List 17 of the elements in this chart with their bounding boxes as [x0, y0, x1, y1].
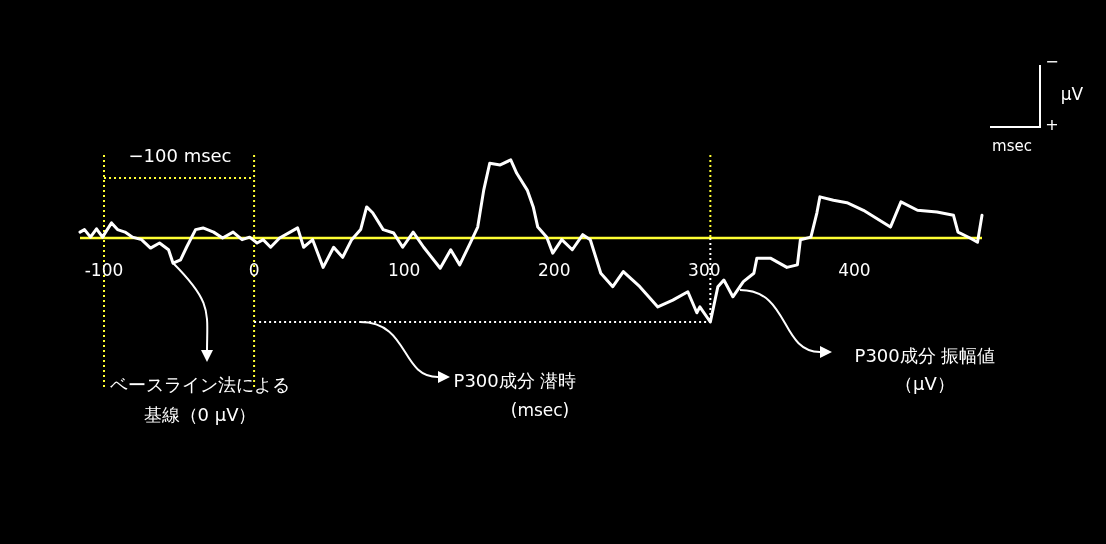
annotation: −100 msec [128, 145, 232, 166]
text: （μV） [895, 373, 955, 394]
text: + [1045, 115, 1059, 134]
text: μV [1060, 84, 1084, 104]
x-tick-label: 400 [838, 260, 871, 280]
text: 基線（0 μV） [143, 404, 257, 425]
text: − [1045, 52, 1059, 71]
text: (msec) [510, 400, 570, 420]
x-tick-label: 0 [248, 260, 260, 280]
x-tick-label: -100 [84, 260, 124, 280]
text: P300成分 振幅値 [854, 345, 996, 366]
x-tick-label: 300 [688, 260, 721, 280]
x-tick-label: 100 [387, 260, 421, 280]
text: ベースライン法による [110, 374, 290, 395]
text: msec [992, 137, 1032, 155]
x-tick-label: 200 [538, 260, 571, 280]
text: P300成分 潜時 [453, 370, 577, 391]
